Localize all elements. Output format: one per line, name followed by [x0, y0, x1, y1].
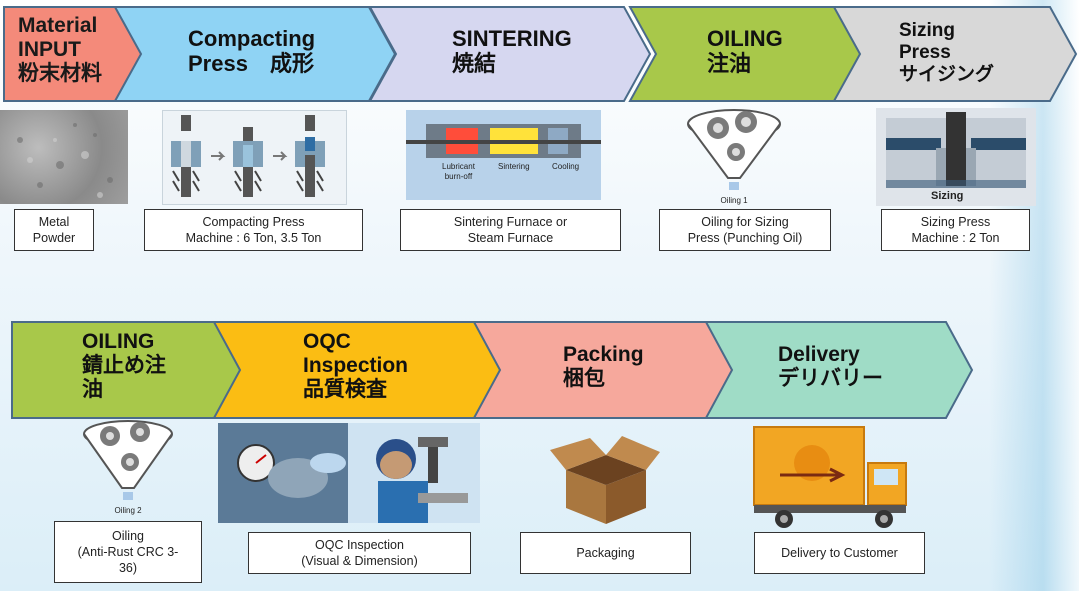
caption-sintering: Sintering Furnace or Steam Furnace	[400, 209, 621, 251]
lubricant-label: Lubricant burn-off	[442, 162, 475, 181]
step-oiling-2: OILING 錆止め注 油	[82, 330, 166, 402]
caption-sizing-press: Sizing Press Machine : 2 Ton	[881, 209, 1030, 251]
step-oqc-inspection: OQC Inspection 品質検査	[303, 330, 409, 402]
delivery-truck-image	[750, 423, 915, 530]
chevron-sizing-press	[832, 6, 1078, 102]
step-packing: Packing 梱包	[563, 343, 644, 391]
sizing-press-diagram: Sizing	[876, 108, 1036, 206]
sintering-furnace-diagram: Lubricant burn-off Sintering Cooling	[406, 110, 601, 200]
caption-delivery: Delivery to Customer	[754, 532, 925, 574]
oiling-funnel-1: Oiling 1	[684, 106, 784, 206]
oiling-1-label: Oiling 1	[720, 196, 748, 205]
step-compacting-press: Compacting Press 成形	[188, 26, 316, 77]
chevron-sintering	[368, 6, 652, 102]
compacting-press-diagram	[162, 110, 347, 205]
sintering-label: Sintering	[498, 162, 530, 171]
step-sizing-press: Sizing Press サイジング	[899, 20, 995, 85]
oqc-inspection-photo	[218, 423, 480, 523]
caption-oqc-inspection: OQC Inspection (Visual & Dimension)	[248, 532, 471, 574]
packaging-box-image	[546, 430, 664, 526]
step-oiling-1: OILING 注油	[707, 26, 783, 77]
oiling-funnel-2: Oiling 2	[80, 418, 176, 518]
cooling-label: Cooling	[552, 162, 580, 171]
caption-metal-powder: Metal Powder	[14, 209, 94, 251]
oiling-2-label: Oiling 2	[114, 506, 142, 515]
sizing-label: Sizing	[931, 190, 964, 202]
caption-compacting-press: Compacting Press Machine : 6 Ton, 3.5 To…	[144, 209, 363, 251]
step-material-input: Material INPUT 粉末材料	[18, 14, 102, 86]
step-delivery: Delivery デリバリー	[778, 343, 883, 391]
metal-powder-image	[0, 110, 128, 204]
caption-oiling-2: Oiling (Anti-Rust CRC 3- 36)	[54, 521, 202, 583]
chevron-delivery	[704, 321, 974, 419]
caption-oiling-1: Oiling for Sizing Press (Punching Oil)	[659, 209, 831, 251]
caption-packaging: Packaging	[520, 532, 691, 574]
step-sintering: SINTERING 焼結	[452, 26, 572, 77]
